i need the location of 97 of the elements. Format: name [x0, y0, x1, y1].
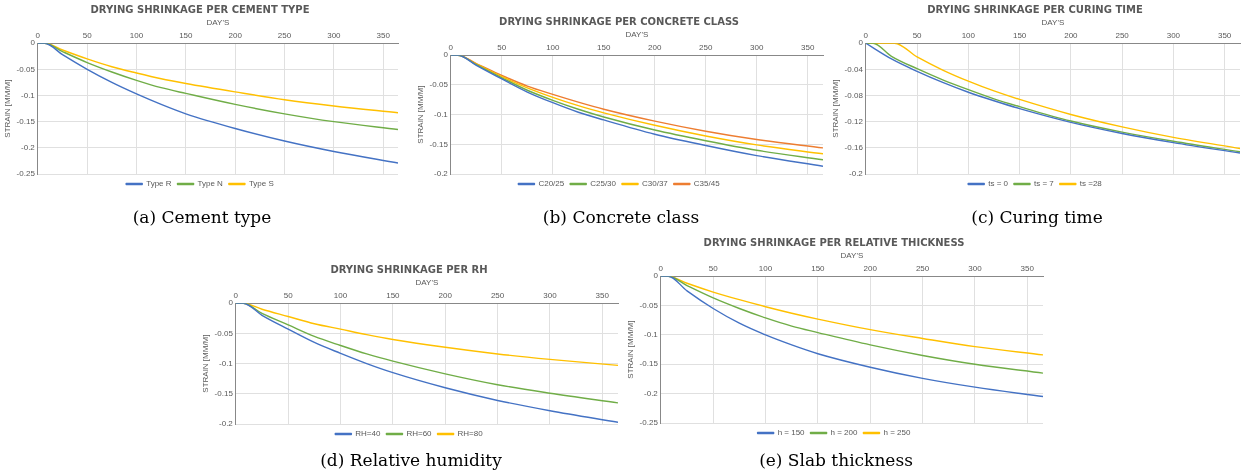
text: (c) Curing time	[970, 207, 1104, 227]
x-tick-label: 300	[968, 263, 983, 273]
legend-label: ts = 0	[988, 179, 1009, 189]
x-tick-label: 100	[333, 290, 348, 300]
x-tick-label: 50	[912, 30, 923, 40]
legend-label: h = 250	[883, 428, 911, 438]
y-tick-label: -0.05	[429, 80, 449, 90]
x-tick-label: 150	[597, 42, 611, 52]
x-tick-label: 100	[961, 30, 976, 40]
legend-label: ts = 7	[1033, 179, 1055, 189]
legend-label: h = 150	[777, 428, 806, 438]
x-tick-label: 100	[546, 42, 561, 52]
legend-label: Type S	[248, 179, 274, 189]
legend-label: C30/37	[642, 179, 669, 189]
y-tick-label: 0	[228, 298, 234, 308]
x-tick-label: 200	[438, 290, 453, 300]
x-tick-label: 150	[1012, 30, 1027, 40]
x-tick-label: 50	[82, 30, 93, 40]
y-tick-label: -0.15	[639, 359, 659, 369]
legend-label: h = 200	[830, 428, 859, 438]
x-tick-label: 350	[595, 290, 610, 300]
y-tick-label: -0.2	[219, 419, 234, 429]
x-tick-label: 250	[277, 30, 292, 40]
x-tick-label: 350	[1217, 30, 1232, 40]
x-tick-label: 150	[386, 290, 401, 300]
y-tick-label: -0.15	[214, 389, 234, 398]
x-tick-label: 200	[648, 42, 662, 52]
x-tick-label: 300	[543, 290, 558, 300]
chart-title: DRYING SHRINKAGE PER CEMENT TYPE	[90, 3, 310, 15]
text: (a) Cement type	[131, 207, 273, 227]
legend-label: ts =28	[1079, 179, 1103, 189]
x-tick-label: 200	[228, 30, 243, 40]
legend-label: C25/30	[590, 179, 617, 189]
y-tick-label: -0.15	[429, 139, 449, 149]
y-tick-label: 0	[653, 271, 659, 281]
text: (d) Relative humidity	[319, 450, 503, 470]
legend-label: C20/25	[538, 179, 565, 189]
chart-title: DRYING SHRINKAGE PER RELATIVE THICKNESS	[703, 236, 965, 248]
y-tick-label: -0.25	[639, 418, 659, 428]
x-tick-label: 150	[811, 263, 826, 273]
y-axis-title: STRAIN [MM/M]	[201, 334, 210, 393]
y-tick-label: -0.05	[639, 300, 659, 310]
chart-title: DRYING SHRINKAGE PER RH	[330, 263, 488, 275]
y-tick-label: -0.05	[214, 328, 234, 338]
y-tick-label: -0.15	[16, 116, 36, 126]
x-tick-label: 250	[1115, 30, 1130, 40]
legend-label: Type R	[146, 179, 172, 189]
y-tick-label: -0.12	[844, 116, 864, 126]
y-axis-title: STRAIN [MM/M]	[3, 79, 12, 138]
x-tick-label: 100	[129, 30, 144, 40]
x-tick-label: 250	[490, 290, 505, 300]
x-tick-label: 150	[179, 30, 194, 40]
x-axis-title: DAY'S	[415, 278, 439, 287]
y-axis-title: STRAIN [MM/M]	[831, 79, 840, 138]
x-tick-label: 300	[750, 42, 764, 52]
legend-label: RH=60	[406, 429, 433, 439]
x-tick-label: 350	[801, 42, 815, 52]
y-tick-label: -0.04	[844, 64, 864, 74]
y-tick-label: -0.1	[434, 109, 449, 119]
x-tick-label: 100	[758, 263, 773, 273]
y-tick-label: -0.2	[434, 169, 449, 179]
y-tick-label: 0	[443, 50, 449, 60]
text: (e) Slab thickness	[758, 450, 914, 470]
y-tick-label: -0.25	[16, 169, 36, 179]
x-axis-title: DAY'S	[1041, 18, 1065, 27]
y-tick-label: -0.2	[849, 169, 864, 179]
x-tick-label: 50	[497, 42, 507, 52]
y-tick-label: -0.1	[21, 90, 36, 100]
x-axis-title: DAY'S	[206, 18, 230, 27]
x-tick-label: 350	[376, 30, 391, 40]
legend-label: Type N	[197, 179, 224, 189]
y-tick-label: -0.16	[844, 143, 864, 153]
legend-label: C35/45	[693, 179, 721, 189]
x-axis-title: DAY'S	[625, 30, 649, 39]
y-tick-label: -0.2	[644, 388, 659, 398]
legend-label: RH=80	[457, 429, 484, 439]
text: (b) Concrete class	[541, 207, 701, 227]
y-tick-label: -0.05	[16, 64, 36, 74]
y-tick-label: -0.1	[644, 330, 659, 340]
x-tick-label: 250	[699, 42, 713, 52]
x-tick-label: 200	[1064, 30, 1079, 40]
x-tick-label: 200	[863, 263, 878, 273]
x-tick-label: 250	[915, 263, 930, 273]
x-tick-label: 300	[1166, 30, 1181, 40]
y-tick-label: -0.08	[844, 90, 864, 100]
legend-label: RH=40	[355, 429, 381, 439]
y-tick-label: -0.1	[219, 358, 234, 368]
chart-title: DRYING SHRINKAGE PER CONCRETE CLASS	[499, 15, 739, 27]
x-tick-label: 300	[327, 30, 342, 40]
y-axis-title: STRAIN [MM/M]	[626, 320, 635, 379]
x-tick-label: 50	[283, 290, 294, 300]
x-tick-label: 350	[1020, 263, 1035, 273]
y-axis-title: STRAIN [MM/M]	[416, 85, 425, 144]
chart-title: DRYING SHRINKAGE PER CURING TIME	[927, 3, 1143, 15]
x-tick-label: 50	[708, 263, 719, 273]
x-axis-title: DAY'S	[840, 251, 864, 260]
y-tick-label: -0.2	[21, 143, 36, 153]
